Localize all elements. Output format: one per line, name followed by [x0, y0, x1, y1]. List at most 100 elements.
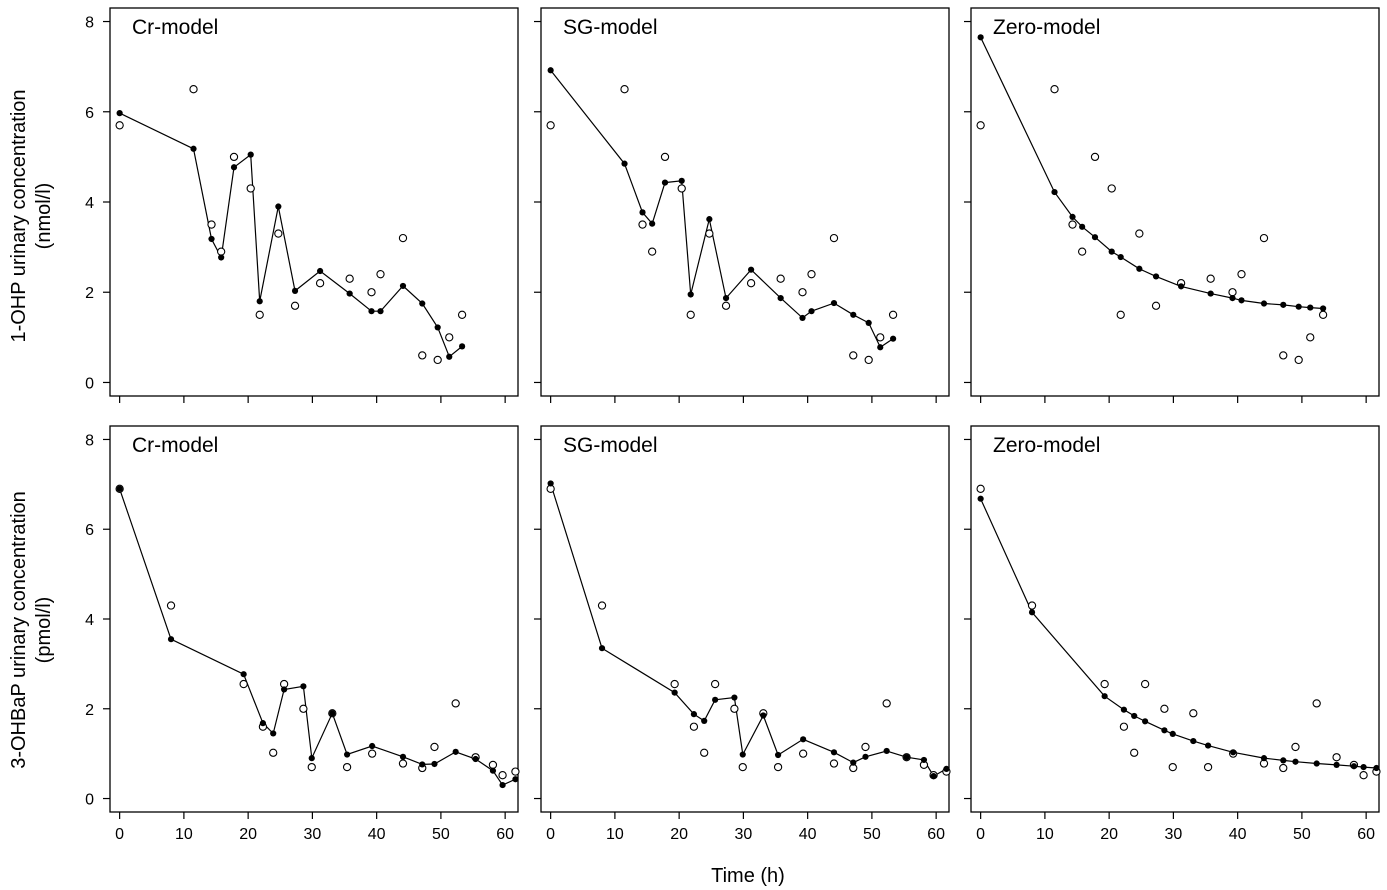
predicted-point: [1051, 188, 1058, 196]
x-tick-label: 10: [606, 826, 624, 843]
predicted-point: [116, 110, 123, 117]
predicted-point: [920, 756, 928, 764]
observed-point: [1318, 310, 1328, 319]
x-tick-label: 10: [175, 826, 193, 843]
predicted-point: [1238, 297, 1245, 304]
predicted-point: [865, 319, 872, 327]
y-tick-label: 6: [85, 105, 94, 122]
predicted-point: [308, 755, 315, 762]
observed-point: [1206, 274, 1215, 283]
predicted-point: [1161, 727, 1168, 734]
predicted-point: [1260, 300, 1268, 307]
predicted-point: [1101, 693, 1108, 700]
predicted-point: [419, 761, 426, 768]
y-tick-label: 8: [85, 432, 94, 449]
predicted-point: [499, 781, 506, 789]
predicted-point: [748, 266, 755, 273]
predicted-point: [1131, 712, 1138, 720]
predicted-point: [678, 177, 685, 184]
observed-point: [876, 333, 885, 342]
predicted-point: [208, 235, 215, 243]
observed-point: [1294, 355, 1303, 365]
predicted-point: [687, 291, 694, 298]
observed-point: [1259, 233, 1269, 243]
predicted-point: [1117, 253, 1124, 261]
predicted-point: [1292, 758, 1299, 765]
predicted-point: [671, 689, 678, 696]
observed-point: [166, 601, 176, 610]
observed-point: [274, 229, 283, 238]
predicted-point: [1333, 761, 1340, 768]
predicted-point: [291, 287, 299, 294]
predicted-point: [903, 754, 910, 761]
observed-point: [829, 759, 839, 768]
predicted-point: [760, 712, 767, 719]
observed-point: [1068, 220, 1077, 229]
observed-point: [1203, 762, 1213, 772]
row2-ylabel-line2: (pmol/l): [33, 597, 55, 664]
predicted-point: [1360, 764, 1367, 771]
plot-frame: [970, 425, 1380, 813]
observed-point: [864, 355, 873, 365]
observed-point: [1078, 247, 1087, 256]
predicted-point: [977, 34, 984, 41]
plot-frame: [540, 425, 950, 813]
observed-point: [290, 301, 300, 310]
panel-title: SG-model: [563, 16, 658, 39]
predicted-point: [739, 751, 746, 758]
panel-r1c1: 0 2 4 6 8 Cr-model: [85, 7, 519, 403]
observed-point: [776, 274, 785, 283]
predicted-point: [452, 748, 459, 755]
predicted-point: [317, 267, 324, 275]
observed-point: [546, 121, 555, 130]
observed-point: [861, 742, 870, 752]
plot-frame: [109, 7, 519, 397]
panel-title: SG-model: [563, 434, 658, 457]
predicted-point: [1373, 764, 1380, 772]
observed-point: [829, 233, 839, 243]
predicted-point: [1091, 234, 1099, 241]
observed-point: [1359, 771, 1368, 780]
observed-point: [976, 121, 985, 130]
observed-point: [307, 762, 316, 772]
panel-title: Cr-model: [132, 16, 218, 39]
observed-point: [1135, 229, 1144, 238]
predicted-point: [343, 751, 351, 758]
predicted-point: [1142, 718, 1149, 725]
predicted-point: [830, 299, 838, 307]
x-tick-label: 0: [115, 826, 124, 843]
y-tick-label: 2: [85, 702, 94, 719]
predicted-point: [731, 694, 738, 701]
predicted-point: [1169, 730, 1176, 738]
plot-frame: [109, 425, 519, 813]
observed-point: [315, 279, 325, 288]
x-tick-label: 30: [303, 826, 321, 843]
predicted-point: [1280, 301, 1287, 308]
x-tick-label: 20: [239, 826, 257, 843]
x-tick-label: 60: [1357, 826, 1375, 843]
predicted-point: [883, 747, 890, 755]
predicted-point: [722, 294, 730, 302]
predicted-point: [890, 335, 897, 342]
predicted-point: [247, 151, 254, 158]
predicted-point: [218, 254, 225, 261]
panels: 0 2 4 6 8 Cr-model SG-model Zero-model 0 2 4 6 8 0 10 2…: [85, 7, 1381, 843]
observed-point: [1140, 679, 1150, 689]
predicted-point: [1307, 304, 1314, 311]
observed-point: [849, 351, 858, 360]
y-tick-label: 0: [85, 792, 94, 809]
observed-point: [1119, 722, 1129, 731]
observed-point: [1160, 704, 1169, 713]
observed-point: [1312, 699, 1321, 708]
observed-point: [888, 310, 898, 319]
observed-point: [773, 762, 783, 772]
observed-point: [345, 274, 354, 283]
observed-point: [730, 704, 739, 713]
x-tick-label: 50: [1293, 826, 1311, 843]
predicted-point: [799, 314, 806, 322]
panel-title: Zero-model: [993, 434, 1100, 457]
predicted-point: [472, 755, 479, 763]
row1-ylabel-line2: (nmol/l): [33, 183, 55, 250]
x-tick-label: 50: [863, 826, 881, 843]
